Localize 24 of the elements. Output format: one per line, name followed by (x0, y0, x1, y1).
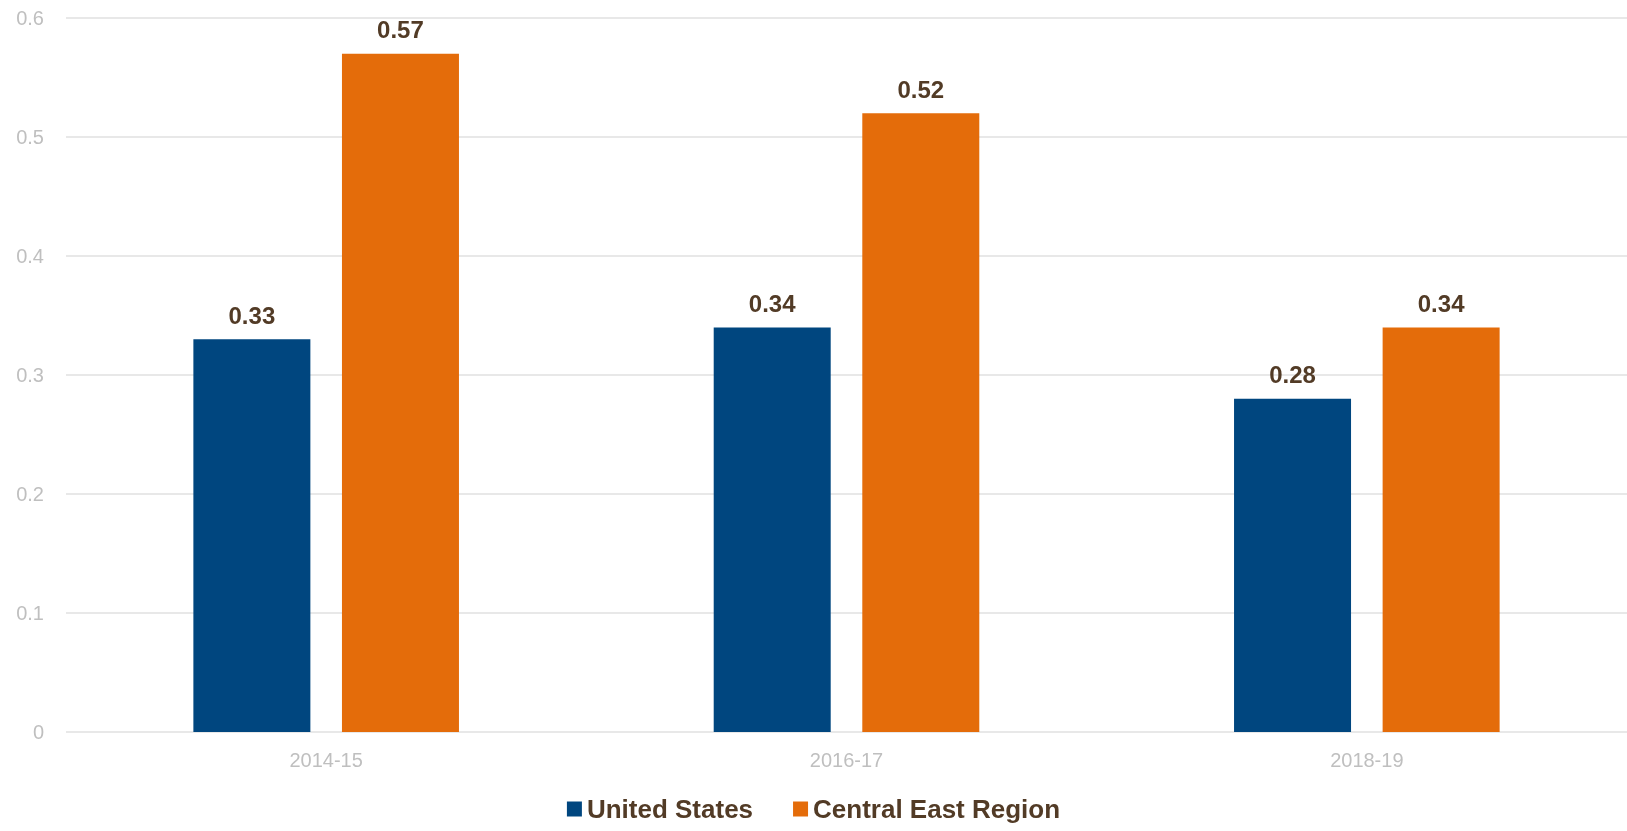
data-label: 0.28 (1269, 361, 1316, 389)
data-label: 0.57 (377, 16, 424, 44)
bar (1382, 327, 1500, 732)
x-tick-label: 2014-15 (289, 749, 363, 771)
bar (862, 113, 980, 732)
x-tick-label: 2018-19 (1330, 749, 1404, 771)
bar (193, 339, 311, 732)
y-tick-label: 0.4 (16, 245, 44, 267)
data-label: 0.33 (228, 301, 276, 329)
y-tick-label: 0.3 (16, 364, 44, 386)
bar (713, 327, 831, 732)
y-tick-label: 0.6 (16, 7, 44, 29)
y-tick-label: 0 (32, 721, 44, 743)
bar (1234, 398, 1352, 732)
legend-label: United States (586, 794, 754, 824)
data-label: 0.34 (748, 289, 797, 317)
y-tick-label: 0.5 (16, 126, 44, 148)
data-label: 0.52 (897, 75, 945, 103)
x-tick-label: 2016-17 (809, 749, 884, 771)
y-tick-label: 0.1 (16, 602, 44, 624)
bar (341, 53, 459, 732)
legend-label: Central East Region (813, 794, 1061, 824)
y-tick-label: 0.2 (16, 483, 44, 505)
data-label: 0.34 (1417, 289, 1466, 317)
